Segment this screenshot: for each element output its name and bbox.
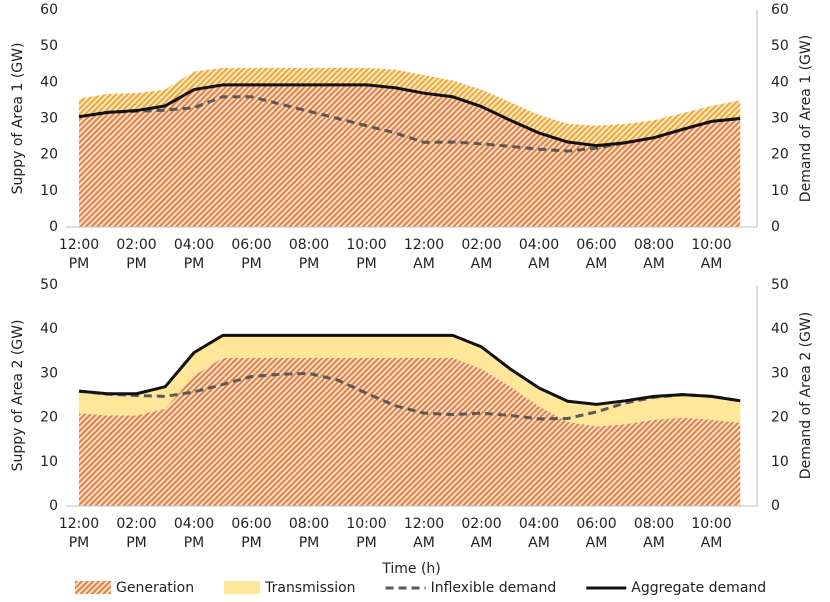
legend-label: Inflexible demand [431,580,557,596]
y2-tick-label: 20 [771,410,789,426]
x-tick-label: 04:00 PM [173,237,215,272]
x-tick-label: 12:00 AM [403,237,445,272]
y-axis-title: Suppy of Area 1 (GW) [10,43,26,195]
y2-tick-label: 30 [771,111,789,127]
y2-tick-label: 40 [771,321,789,337]
x-tick-label: 10:00 AM [691,237,732,272]
x-tick-label: 12:00 AM [403,516,445,551]
x-tick-label: 02:00 PM [116,237,157,272]
line [78,333,741,406]
x-tick-label: 08:00 PM [288,516,330,551]
legend-label: Generation [116,580,194,596]
x-tick-label: 08:00 PM [288,237,330,272]
x-tick-label: 02:00 AM [461,237,502,272]
legend-label: Aggregate demand [631,580,766,596]
area [79,67,741,146]
y-tick-label: 40 [40,74,58,90]
x-tick-label: 02:00 PM [116,516,157,551]
area [79,357,741,506]
x-tick-label: 10:00 PM [346,516,387,551]
x-tick-label: 10:00 AM [691,516,732,551]
x-tick-label: 10:00 PM [346,237,387,272]
y-tick-label: 0 [49,219,58,235]
y2-tick-label: 20 [771,147,789,163]
y2-tick-label: 60 [771,2,789,18]
legend-swatch [224,581,261,594]
y-tick-label: 40 [40,321,58,337]
y2-tick-label: 30 [771,365,789,381]
legend-label: Transmission [264,580,355,596]
y2-tick-label: 50 [771,38,789,54]
x-tick-label: 06:00 PM [231,237,272,272]
x-tick-label: 04:00 AM [518,516,560,551]
x-tick-label: 12:00 PM [58,516,100,551]
x-tick-label: 06:00 AM [576,237,617,272]
area [79,335,741,427]
y-axis-title: Suppy of Area 2 (GW) [10,320,26,472]
x-tick-label: 12:00 PM [58,237,100,272]
y2-tick-label: 0 [771,219,780,235]
y-tick-label: 0 [49,498,58,514]
legend-swatch [75,581,111,594]
y2-tick-label: 40 [771,74,789,90]
y2-tick-label: 0 [771,498,780,514]
y2-axis-title: Demand of Area 2 (GW) [798,312,814,479]
y2-tick-label: 10 [771,183,789,199]
line [78,83,741,148]
x-tick-label: 06:00 AM [576,516,617,551]
y2-axis-title: Demand of Area 1 (GW) [798,35,814,202]
y-tick-label: 10 [40,454,58,470]
x-tick-label: 08:00 AM [633,237,675,272]
x-axis-title: Time (h) [381,561,441,577]
dashed-line [78,371,741,421]
x-tick-label: 08:00 AM [633,516,675,551]
y-tick-label: 20 [40,410,58,426]
y-tick-label: 20 [40,147,58,163]
y-tick-label: 30 [40,111,58,127]
y2-tick-label: 50 [771,277,789,293]
y-tick-label: 10 [40,183,58,199]
x-tick-label: 06:00 PM [231,516,272,551]
x-tick-label: 04:00 AM [518,237,560,272]
y-tick-label: 60 [40,2,58,18]
x-tick-label: 04:00 PM [173,516,215,551]
y-tick-label: 50 [40,38,58,54]
y-tick-label: 50 [40,277,58,293]
x-tick-label: 02:00 AM [461,516,502,551]
y-tick-label: 30 [40,365,58,381]
y2-tick-label: 10 [771,454,789,470]
area [79,84,741,228]
